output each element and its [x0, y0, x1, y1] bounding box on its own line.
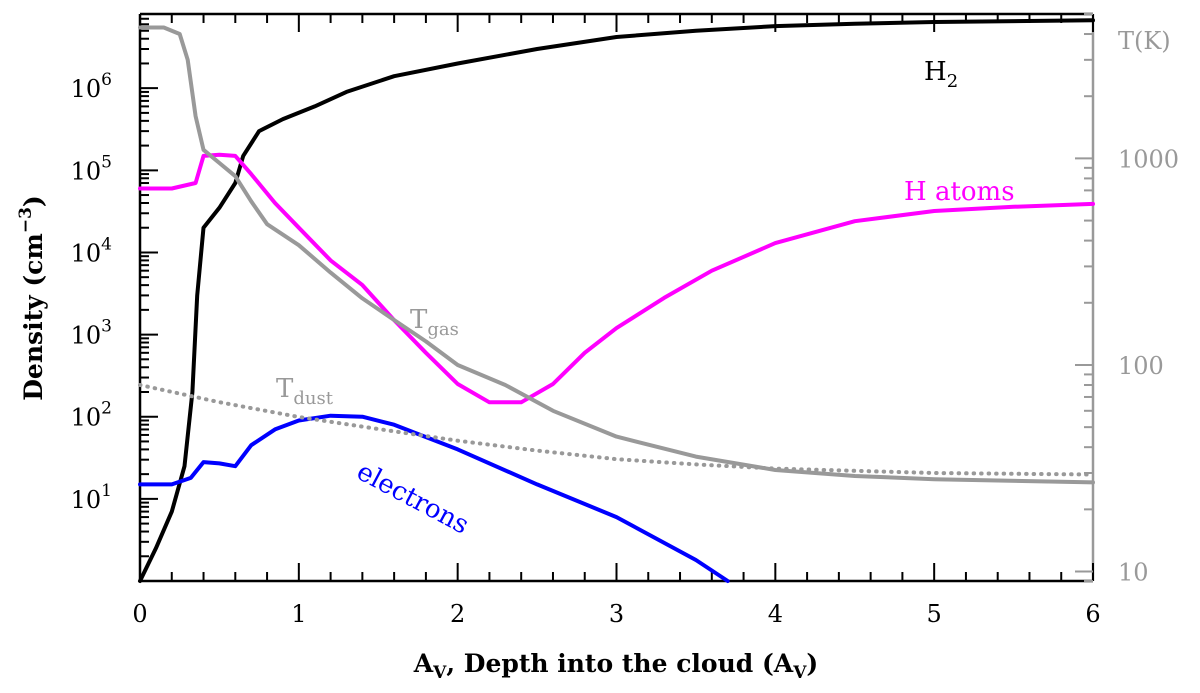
x-axis-title: AV, Depth into the cloud (AV) — [413, 649, 818, 683]
y-tick-label: 101 — [71, 481, 112, 514]
x-tick-label: 3 — [609, 600, 624, 628]
x-tick-label: 1 — [291, 600, 306, 628]
series-label-4: Tdust — [276, 374, 334, 409]
y-tick-base: 10 — [71, 75, 102, 103]
y-title-part: Density (cm — [19, 233, 48, 401]
y-tick-base: 10 — [71, 157, 102, 185]
y2-tick-label: 1000 — [1118, 145, 1179, 173]
series-label-name: electrons — [352, 457, 474, 541]
x-title-part: A — [413, 649, 434, 678]
series-line-4 — [138, 383, 1095, 477]
x-tick-label: 4 — [768, 600, 783, 628]
y-title-part: ) — [19, 195, 48, 207]
y-tick-base: 10 — [71, 322, 102, 350]
y-title-sup: −3 — [16, 207, 36, 233]
y2-tick-label: 100 — [1118, 352, 1164, 380]
y-tick-label: 106 — [71, 70, 112, 103]
y-tick-exponent: 5 — [101, 152, 112, 172]
x-tick-label: 0 — [132, 600, 147, 628]
y-tick-base: 10 — [71, 239, 102, 267]
series-line-2 — [138, 413, 730, 583]
series-lines — [138, 18, 1095, 583]
series-label-0: H2 — [924, 57, 958, 92]
series-line-1 — [138, 152, 1095, 405]
y2-tick-label: 10 — [1118, 559, 1149, 587]
y-tick-exponent: 6 — [101, 70, 112, 90]
y-tick-label: 105 — [71, 152, 112, 185]
series-label-sub: gas — [427, 319, 459, 340]
series-label-sub: 2 — [947, 71, 958, 92]
y-tick-base: 10 — [71, 486, 102, 514]
series-label-1: H atoms — [904, 177, 1015, 207]
y-tick-exponent: 2 — [101, 399, 112, 419]
x-tick-label: 6 — [1085, 600, 1100, 628]
y-tick-base: 10 — [71, 404, 102, 432]
series-label-name: T — [410, 305, 428, 335]
series-label-name: H — [924, 57, 947, 87]
x-title-part: , Depth into the cloud (A — [446, 649, 793, 678]
series-label-name: T — [276, 374, 294, 404]
y-tick-exponent: 3 — [101, 317, 112, 337]
y-tick-exponent: 4 — [101, 234, 112, 254]
y-tick-label: 102 — [71, 399, 112, 432]
axes: 0 1 2 3 4 5 6101102103104105106101001000T(K)AV… — [16, 12, 1179, 683]
y2-axis-title: T(K) — [1118, 27, 1171, 55]
x-title-sub: V — [792, 663, 807, 683]
x-title-part: ) — [806, 649, 818, 678]
x-tick-label: 5 — [927, 600, 942, 628]
y-tick-label: 103 — [71, 317, 112, 350]
series-label-sub: dust — [293, 388, 333, 409]
x-title-sub: V — [432, 663, 447, 683]
series-label-3: Tgas — [410, 305, 459, 340]
series-line-0 — [138, 18, 1095, 583]
series-label-name: H atoms — [904, 177, 1015, 207]
x-tick-label: 2 — [450, 600, 465, 628]
y-axis-title: Density (cm−3) — [16, 195, 48, 401]
series-line-3 — [138, 25, 1095, 485]
y-tick-exponent: 1 — [101, 481, 112, 501]
y-tick-label: 104 — [71, 234, 112, 267]
series-label-2: electrons — [352, 457, 474, 541]
